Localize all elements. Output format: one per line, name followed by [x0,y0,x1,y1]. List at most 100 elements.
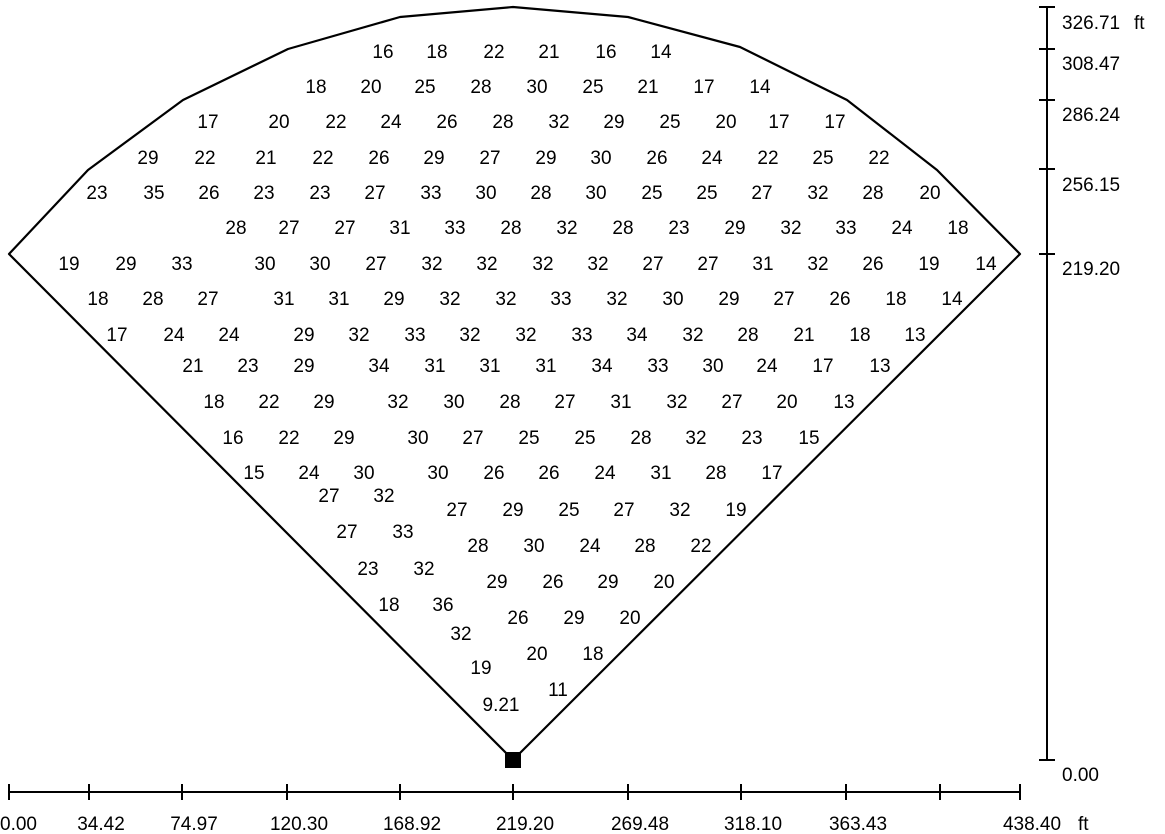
spray-value: 28 [705,463,726,484]
spray-value: 19 [58,254,79,275]
spray-value: 19 [918,254,939,275]
x-tick-label: 363.43 [829,814,887,834]
spray-value: 27 [334,218,355,239]
spray-value: 28 [612,218,633,239]
spray-value: 31 [389,218,410,239]
spray-value: 20 [653,572,674,593]
spray-value: 22 [757,148,778,169]
spray-value: 30 [475,183,496,204]
spray-value: 31 [752,254,773,275]
y-tick-label: 286.24 [1062,105,1121,126]
spray-value: 32 [556,218,577,239]
spray-value: 17 [812,356,833,377]
spray-value: 15 [243,463,264,484]
spray-value: 29 [423,148,444,169]
spray-value: 30 [309,254,330,275]
spray-value: 33 [392,522,413,543]
spray-value: 29 [724,218,745,239]
spray-value: 34 [368,356,390,377]
spray-value: 31 [535,356,556,377]
spray-value: 29 [115,254,136,275]
spray-value: 27 [697,254,718,275]
spray-value: 33 [444,218,465,239]
spray-value: 30 [526,77,547,98]
spray-value: 22 [278,428,299,449]
spray-value: 28 [225,218,246,239]
spray-value: 9.21 [483,695,520,716]
spray-value: 21 [793,325,814,346]
spray-value: 32 [587,254,608,275]
spray-value: 31 [328,289,349,310]
spray-value: 26 [542,572,563,593]
spray-value: 14 [975,254,997,275]
spray-value: 29 [137,148,158,169]
spray-value: 26 [436,112,457,133]
spray-value: 21 [538,42,559,63]
spray-value: 28 [737,325,758,346]
spray-value: 29 [563,608,584,629]
spray-value: 14 [650,42,672,63]
spray-value: 27 [479,148,500,169]
spray-value: 32 [548,112,569,133]
x-tick-label: 74.97 [170,814,218,834]
spray-value: 23 [741,428,762,449]
spray-value: 28 [530,183,551,204]
spray-value: 22 [483,42,504,63]
spray-value: 17 [768,112,789,133]
spray-value: 18 [203,392,224,413]
spray-value: 32 [348,325,369,346]
spray-value: 28 [862,183,883,204]
spray-value: 33 [420,183,441,204]
spray-value: 24 [380,112,402,133]
spray-value: 17 [761,463,782,484]
spray-value: 16 [372,42,393,63]
spray-value: 22 [312,148,333,169]
spray-value: 29 [293,325,314,346]
spray-value: 23 [668,218,689,239]
spray-value: 26 [368,148,389,169]
spray-value: 36 [432,595,453,616]
spray-value: 19 [725,500,746,521]
spray-value: 27 [462,428,483,449]
spray-value: 24 [298,463,320,484]
spray-value: 27 [721,392,742,413]
spray-value: 29 [486,572,507,593]
y-axis-unit: ft [1134,13,1145,34]
spray-value: 13 [869,356,890,377]
spray-value: 32 [807,254,828,275]
spray-value: 24 [163,325,185,346]
x-tick-label: 168.92 [383,814,441,834]
spray-value: 18 [87,289,108,310]
spray-value: 24 [218,325,240,346]
spray-value: 28 [499,392,520,413]
spray-value: 27 [278,218,299,239]
spray-value: 29 [313,392,334,413]
spray-value: 23 [309,183,330,204]
spray-value: 25 [414,77,435,98]
spray-value: 34 [626,325,648,346]
spray-value: 28 [630,428,651,449]
spray-value: 20 [919,183,940,204]
x-axis: 0.00 34.42 74.97 120.30 168.92 219.20 269.48 31… [0,784,1089,834]
spray-value: 35 [143,183,164,204]
spray-value: 25 [574,428,595,449]
spray-value: 27 [751,183,772,204]
spray-value: 27 [364,183,385,204]
spray-value: 31 [424,356,445,377]
spray-value: 20 [715,112,736,133]
spray-value: 24 [701,148,723,169]
spray-value: 25 [518,428,539,449]
spray-value: 19 [470,658,491,679]
spray-value: 15 [798,428,819,449]
spray-value: 30 [590,148,611,169]
spray-value: 21 [255,148,276,169]
spray-value: 18 [582,644,603,665]
spray-value: 29 [502,500,523,521]
spray-value: 30 [523,536,544,557]
spray-value: 26 [507,608,528,629]
spray-value: 22 [868,148,889,169]
spray-value: 18 [378,595,399,616]
spray-value: 32 [807,183,828,204]
spray-value: 26 [646,148,667,169]
